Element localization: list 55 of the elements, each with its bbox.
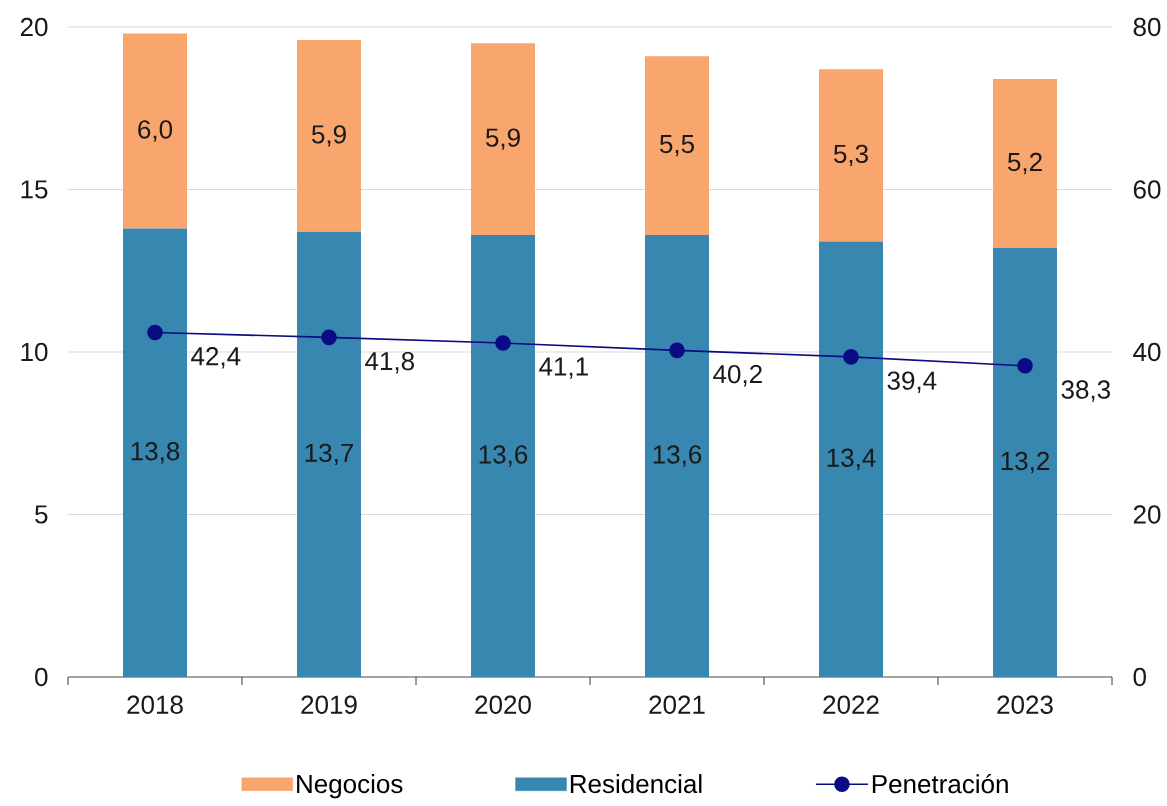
data-label: 13,8	[131, 442, 180, 464]
data-label: 5,2	[1007, 152, 1042, 175]
data-label: 13,2	[1001, 451, 1050, 474]
data-label: 39,4	[887, 371, 937, 393]
bar	[297, 231, 361, 677]
legend-label: Negocios	[297, 774, 403, 799]
y-tick-label: 0	[35, 667, 48, 687]
y2-tick-label: 20	[1133, 505, 1161, 524]
y2-tick-label: 80	[1133, 17, 1161, 37]
data-label: 38,3	[1061, 380, 1110, 402]
data-label: 40,2	[713, 364, 762, 387]
point	[147, 324, 163, 341]
y2-tick-label: 60	[1133, 180, 1161, 199]
data-label: 41,1	[539, 357, 588, 379]
bar	[123, 33, 187, 229]
bar	[471, 43, 535, 235]
data-label: 5,3	[833, 144, 868, 167]
data-label: 5,9	[311, 125, 346, 147]
y2-tick-label: 40	[1133, 342, 1161, 362]
data-label: 5,9	[485, 128, 520, 150]
data-label: 5,5	[659, 135, 694, 157]
bar	[123, 228, 187, 677]
legend-label: Residencial	[570, 774, 702, 794]
data-label: 13,7	[305, 443, 353, 466]
point	[669, 342, 685, 359]
bar	[471, 235, 535, 677]
data-label: 13,6	[479, 445, 528, 467]
x-tick-label: 2022	[823, 695, 879, 714]
bar	[993, 248, 1058, 677]
point	[321, 329, 337, 346]
x-tick-label: 2023	[997, 695, 1053, 714]
bar	[645, 56, 710, 235]
y-tick-label: 15	[21, 180, 48, 199]
data-label: 42,4	[191, 347, 241, 369]
bar	[645, 235, 710, 677]
bar	[819, 69, 884, 242]
y-tick-label: 10	[21, 342, 48, 362]
y-tick-label: 20	[20, 17, 48, 37]
point	[843, 349, 859, 365]
y-tick-label: 5	[35, 505, 48, 524]
bar	[819, 241, 884, 677]
data-label: 13,6	[653, 445, 702, 467]
point	[1017, 358, 1033, 374]
data-label: 13,4	[827, 448, 876, 470]
x-tick-label: 2021	[649, 695, 705, 714]
x-tick-label: 2018	[127, 695, 183, 714]
x-tick-label: 2020	[475, 695, 531, 714]
legend-label: Penetración	[872, 773, 1008, 794]
x-tick-label: 2019	[301, 695, 357, 714]
bar	[993, 78, 1058, 248]
point	[495, 335, 511, 351]
y2-tick-label: 0	[1133, 667, 1146, 687]
data-label: 41,8	[365, 351, 414, 374]
bar	[297, 39, 361, 232]
data-label: 6,0	[138, 120, 173, 142]
